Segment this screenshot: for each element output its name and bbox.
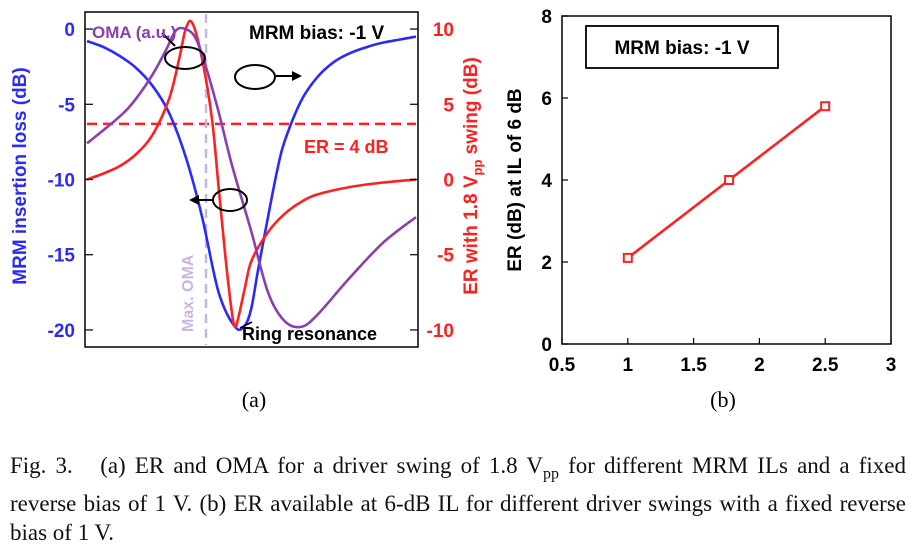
panel-b-label: (b) (710, 387, 736, 412)
data-point-marker (622, 252, 633, 263)
ring-pointer (239, 321, 253, 329)
right-tick-label: -5 (437, 246, 454, 267)
oma-ellipse (164, 46, 206, 70)
oma-label: OMA (a.u.) (92, 23, 176, 42)
er-arrow-head (292, 71, 302, 81)
y-tick-label: 4 (541, 171, 552, 192)
data-point-marker (724, 175, 735, 185)
panel-a-label: (a) (242, 387, 266, 412)
y-tick-label: 0 (541, 335, 552, 356)
right-label-prefix: ER with 1.8 V (461, 175, 482, 295)
right-tick-label: -10 (427, 321, 454, 342)
panel-b-y-axis-label: ER (dB) at IL of 6 dB (505, 88, 526, 271)
panel-a-right-axis-label: ER with 1.8 Vpp swing (dB) (461, 57, 485, 295)
series-er-line (86, 19, 417, 329)
panel-a-series-group (86, 19, 417, 332)
panel-b-legend-box (585, 25, 779, 69)
right-tick-label: 0 (443, 171, 454, 192)
left-tick-label: -20 (48, 321, 75, 342)
panel-a-left-ticks: 0 -5 -10 -15 -20 (48, 20, 93, 342)
panel-a-chart: OMA (a.u.) MRM bias: -1 V ER = 4 dB Max.… (10, 11, 485, 412)
x-tick-label: 1.5 (680, 355, 707, 376)
left-tick-label: -15 (48, 246, 76, 267)
right-label-sub: pp (470, 160, 485, 176)
er-threshold-label: ER = 4 dB (304, 137, 389, 157)
y-tick-label: 8 (541, 7, 552, 28)
panel-a-right-ticks: 10 5 0 -5 -10 (410, 20, 454, 342)
caption-fig-label: Fig. 3. (10, 453, 73, 478)
max-oma-label: Max. OMA (180, 254, 197, 332)
x-tick-label: 1 (623, 355, 634, 376)
panel-a-plot-frame (84, 11, 419, 348)
series-oma-line (86, 26, 417, 329)
right-tick-label: 10 (433, 20, 454, 41)
panel-a-left-axis-label: MRM insertion loss (dB) (10, 67, 31, 284)
x-tick-label: 3 (886, 355, 897, 376)
caption-sub: pp (542, 465, 559, 483)
panel-b-series-group (622, 101, 831, 263)
y-tick-label: 6 (541, 89, 552, 110)
il-arrow-head (189, 195, 199, 205)
right-tick-label: 5 (443, 95, 454, 116)
series-il-line (86, 35, 417, 332)
bias-label-a: MRM bias: -1 V (249, 23, 384, 44)
y-tick-label: 2 (541, 253, 552, 274)
x-tick-label: 2.5 (812, 355, 839, 376)
panel-b-ticks: 0.5 1 1.5 2 2.5 3 0 2 4 6 8 (541, 7, 896, 376)
er-ellipse (234, 64, 276, 90)
x-tick-label: 2 (754, 355, 765, 376)
caption-part2: for different MRM ILs and a fixed revers… (10, 453, 906, 545)
right-label-suffix: swing (dB) (461, 57, 482, 159)
oma-pointer (161, 32, 176, 47)
left-tick-label: 0 (64, 20, 75, 41)
data-point-marker (820, 101, 831, 112)
caption-part1: (a) ER and OMA for a driver swing of 1.8… (100, 453, 543, 478)
left-tick-label: -5 (58, 95, 75, 116)
panel-b-legend-text: MRM bias: -1 V (614, 38, 749, 59)
ring-resonance-label: Ring resonance (242, 324, 377, 344)
figure-caption: Fig. 3. (a) ER and OMA for a driver swin… (10, 451, 906, 547)
x-tick-label: 0.5 (549, 355, 576, 376)
left-tick-label: -10 (48, 171, 75, 192)
panel-b-chart: 0.5 1 1.5 2 2.5 3 0 2 4 6 8 MRM bias: -1 V ER (dB)… (505, 7, 896, 412)
